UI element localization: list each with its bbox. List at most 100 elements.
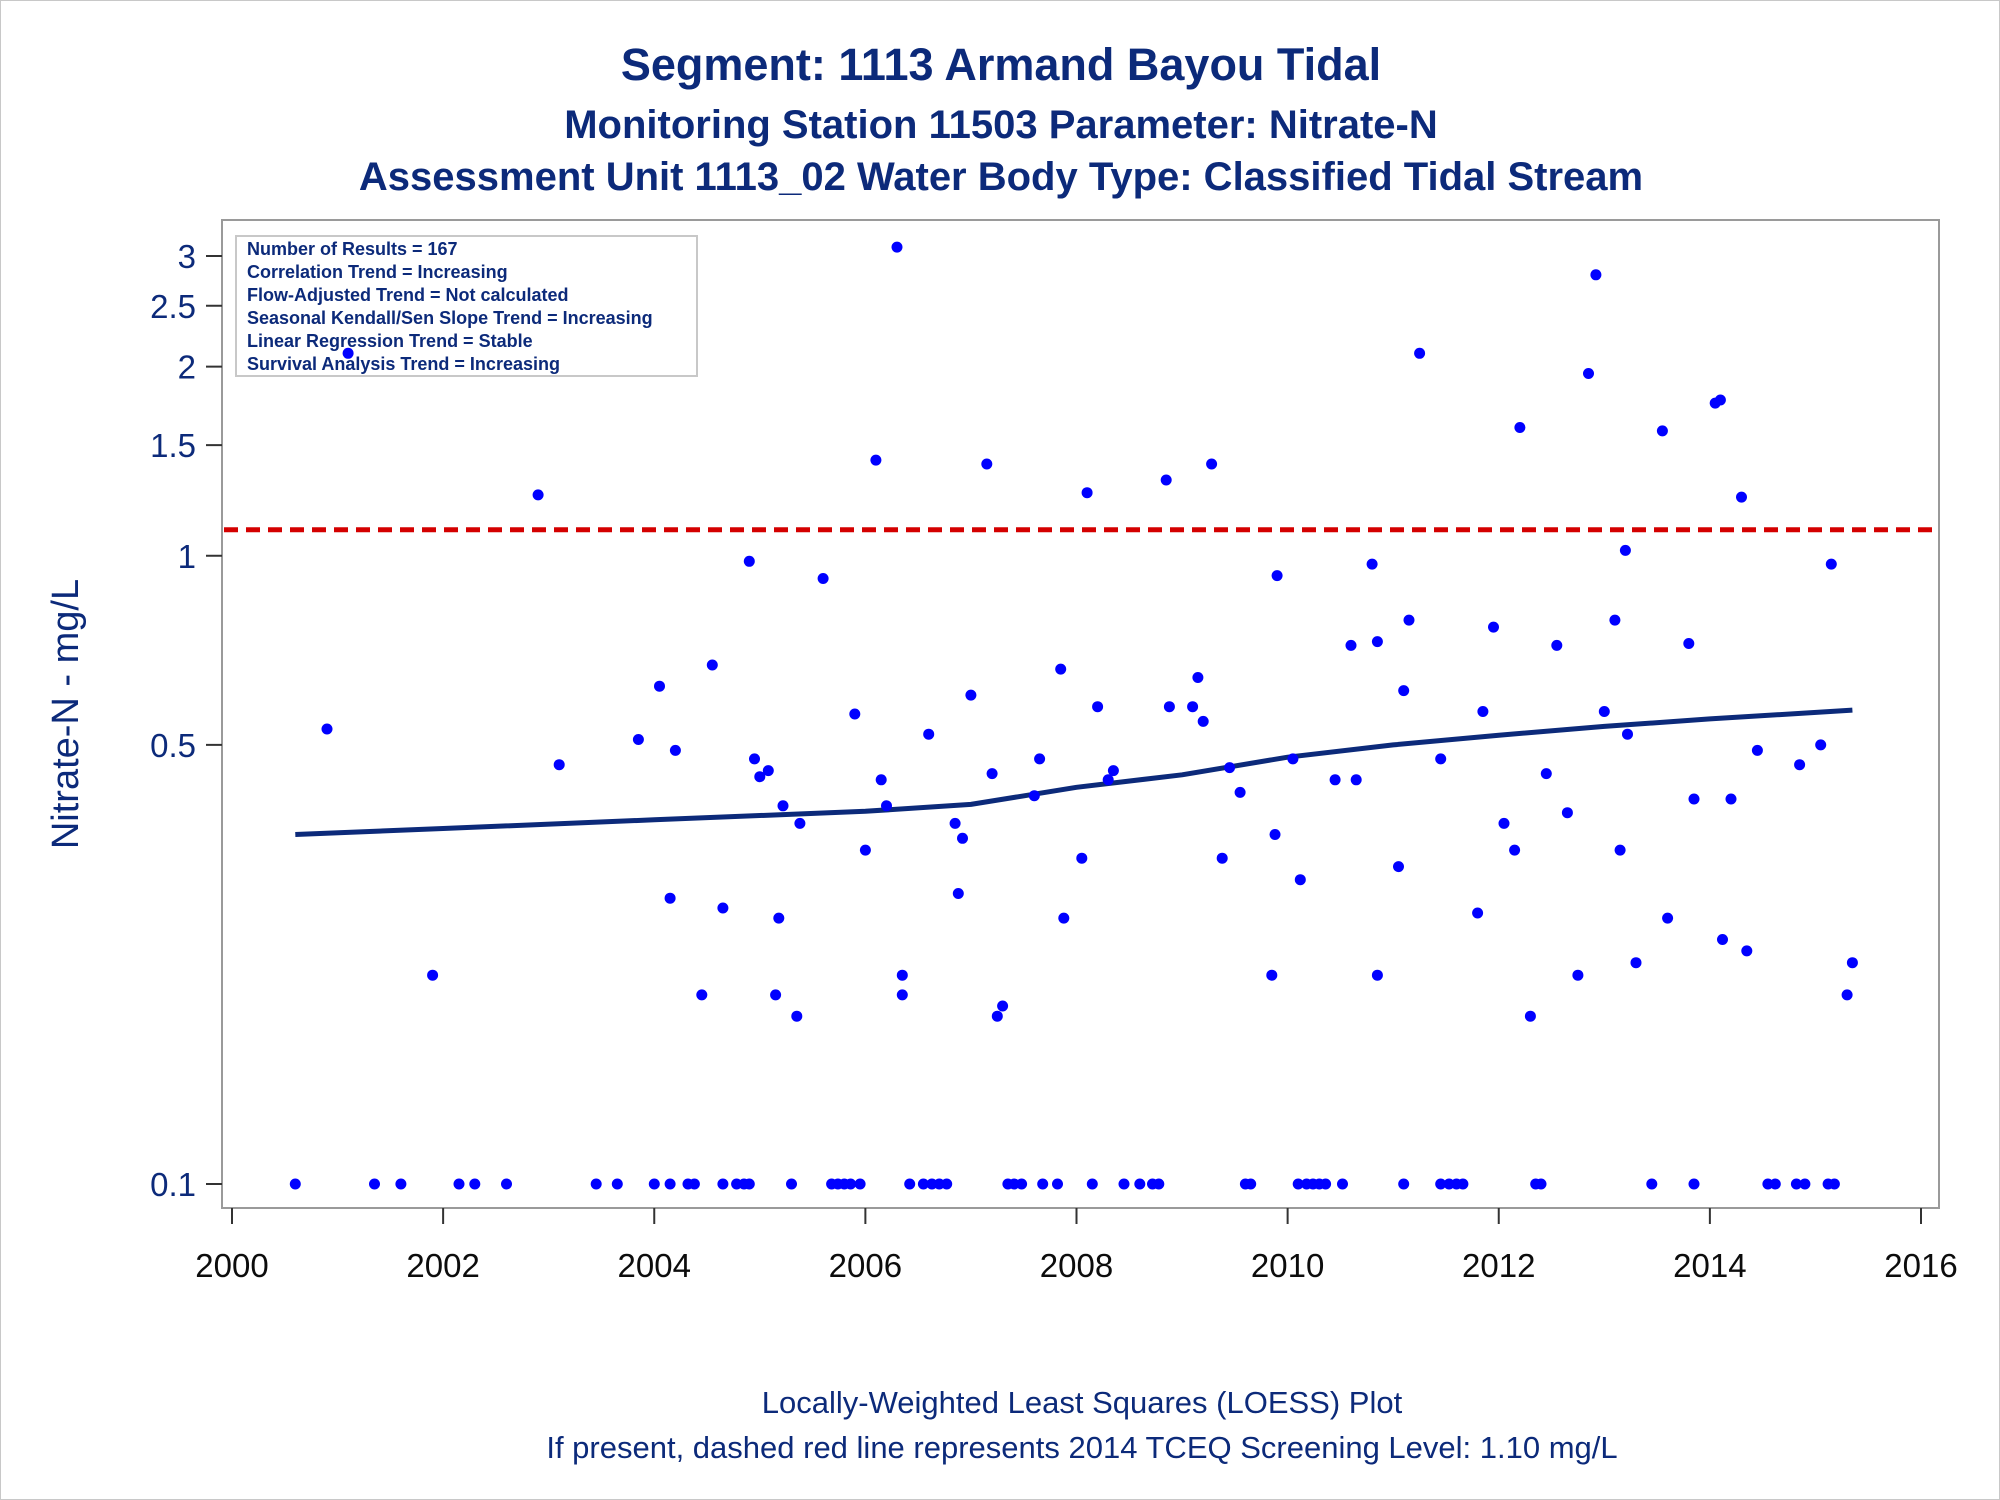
data-point — [1590, 269, 1602, 281]
data-point — [777, 800, 789, 812]
data-point — [553, 759, 565, 771]
data-point — [1337, 1178, 1348, 1190]
data-point — [986, 768, 998, 780]
data-point — [849, 708, 861, 720]
data-point — [1799, 1178, 1811, 1190]
data-point — [1540, 768, 1552, 780]
data-point — [696, 989, 708, 1001]
data-point — [1790, 1178, 1802, 1190]
data-point — [1206, 458, 1218, 470]
data-point — [981, 458, 993, 470]
data-point — [754, 771, 766, 783]
data-point — [664, 892, 676, 904]
stat-linear-regression-trend: Linear Regression Trend = Stable — [247, 331, 533, 351]
data-point — [1028, 790, 1040, 802]
data-point — [1034, 753, 1046, 765]
data-point — [1598, 706, 1610, 717]
data-point — [501, 1178, 512, 1190]
data-point — [1457, 1178, 1469, 1190]
data-point — [1163, 701, 1175, 713]
data-point — [1619, 544, 1631, 556]
y-tick-label: 3 — [178, 238, 196, 275]
stat-survival-analysis-trend: Survival Analysis Trend = Increasing — [247, 354, 560, 374]
data-point — [1725, 793, 1737, 805]
data-point — [791, 1010, 803, 1022]
y-axis-title: Nitrate-N - mg/L — [45, 579, 87, 849]
data-point — [1717, 934, 1728, 945]
data-point — [1736, 491, 1747, 503]
data-point — [1271, 570, 1283, 582]
data-point — [395, 1178, 407, 1190]
footnote-screening-level: If present, dashed red line represents 2… — [546, 1430, 1617, 1465]
data-point — [1825, 558, 1837, 570]
data-point — [997, 1000, 1009, 1012]
data-point — [632, 734, 644, 745]
stat-flow-adjusted-trend: Flow-Adjusted Trend = Not calculated — [247, 285, 569, 305]
data-point — [1688, 1178, 1700, 1190]
data-point — [321, 723, 333, 735]
data-point — [706, 659, 718, 671]
data-point — [688, 1178, 700, 1190]
data-point — [1841, 989, 1853, 1001]
stat-number-of-results: Number of Results = 167 — [247, 239, 458, 259]
data-point — [289, 1178, 301, 1190]
data-point — [1350, 774, 1362, 786]
data-point — [1524, 1010, 1536, 1022]
stats-box-frame — [235, 235, 698, 377]
data-point — [1622, 728, 1633, 740]
x-tick-label: 2000 — [195, 1247, 268, 1284]
stat-seasonal-kendall-trend: Seasonal Kendall/Sen Slope Trend = Incre… — [247, 308, 653, 328]
data-point — [1498, 817, 1510, 829]
y-tick-label: 1 — [178, 538, 196, 575]
data-point — [1435, 753, 1447, 765]
data-point — [1245, 1178, 1257, 1190]
data-point — [845, 1178, 857, 1190]
data-point — [654, 680, 665, 692]
data-point — [1630, 957, 1642, 969]
data-point — [770, 989, 782, 1001]
data-point — [1714, 394, 1726, 406]
data-point — [870, 454, 882, 466]
data-point — [1561, 807, 1573, 819]
x-tick-label: 2006 — [829, 1247, 902, 1284]
data-point — [1609, 614, 1621, 626]
data-point — [1037, 1178, 1049, 1190]
data-point — [1828, 1178, 1840, 1190]
data-point — [611, 1178, 623, 1190]
data-point — [1055, 663, 1067, 675]
data-point — [875, 774, 887, 786]
data-point — [896, 969, 908, 981]
data-point — [1751, 744, 1763, 756]
data-point — [1656, 425, 1668, 437]
data-point — [717, 902, 729, 914]
data-point — [817, 573, 829, 584]
x-tick-label: 2012 — [1462, 1247, 1535, 1284]
chart-subtitle-2: Assessment Unit 1113_02 Water Body Type:… — [359, 155, 1643, 199]
data-point — [1052, 1178, 1063, 1190]
data-point — [1292, 1178, 1304, 1190]
data-point — [532, 489, 544, 501]
data-point — [427, 969, 439, 981]
data-point — [1224, 762, 1236, 774]
data-point — [762, 765, 774, 777]
data-point — [1403, 614, 1415, 626]
points-layer — [289, 241, 1858, 1190]
data-point — [1477, 706, 1489, 717]
data-point — [1086, 1178, 1098, 1190]
y-tick-label: 0.1 — [150, 1166, 196, 1203]
x-tick-label: 2010 — [1251, 1247, 1324, 1284]
data-point — [1192, 672, 1204, 683]
data-point — [1329, 774, 1341, 786]
data-point — [1269, 829, 1281, 840]
footnote-loess: Locally-Weighted Least Squares (LOESS) P… — [762, 1385, 1403, 1420]
data-point — [891, 241, 903, 253]
stat-correlation-trend: Correlation Trend = Increasing — [247, 262, 508, 282]
loess-curve — [295, 707, 1853, 837]
data-point — [1345, 639, 1357, 651]
x-tick-label: 2014 — [1673, 1247, 1746, 1284]
data-point — [1016, 1178, 1028, 1190]
y-tick-label: 0.5 — [150, 727, 196, 764]
loess-layer — [295, 707, 1853, 837]
data-point — [743, 1178, 755, 1190]
data-point — [859, 844, 871, 856]
